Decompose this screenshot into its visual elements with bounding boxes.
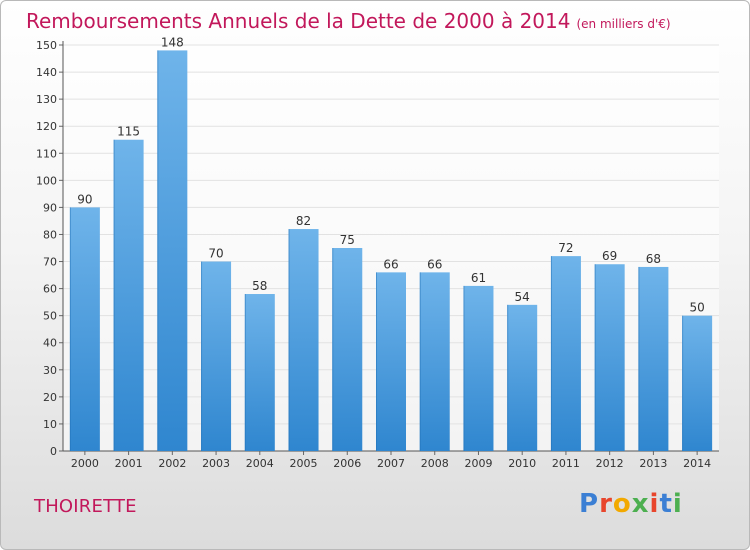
data-label: 148 [161, 35, 184, 49]
y-tick-label: 100 [36, 174, 57, 187]
y-tick-label: 140 [36, 66, 57, 79]
x-tick-label: 2001 [115, 457, 143, 470]
y-tick-label: 20 [43, 391, 57, 404]
place-name: THOIRETTE [34, 496, 137, 517]
bar [550, 256, 581, 451]
x-tick-label: 2014 [683, 457, 711, 470]
data-label: 68 [646, 252, 661, 266]
data-label: 115 [117, 125, 140, 139]
bar [419, 272, 450, 451]
y-tick-label: 130 [36, 93, 57, 106]
bar-edge [244, 294, 246, 451]
bar [244, 294, 275, 451]
logo-letter: t [659, 489, 673, 519]
x-tick-label: 2002 [158, 457, 186, 470]
bar-edge [594, 264, 596, 451]
x-tick-label: 2005 [290, 457, 318, 470]
bar-edge [463, 285, 465, 451]
data-label: 75 [340, 233, 355, 247]
x-tick-label: 2012 [596, 457, 624, 470]
bar-edge [288, 229, 290, 451]
x-tick-label: 2003 [202, 457, 230, 470]
bar-edge [376, 272, 377, 451]
bar [463, 285, 494, 451]
data-label: 50 [689, 301, 704, 315]
data-label: 61 [471, 271, 486, 285]
y-tick-label: 90 [43, 201, 57, 214]
y-tick-label: 30 [43, 364, 57, 377]
bar-edge [332, 248, 334, 451]
bar [113, 139, 144, 451]
bar-edge [550, 256, 552, 451]
x-tick-label: 2011 [552, 457, 580, 470]
data-label: 66 [383, 257, 398, 271]
logo-letter: P [579, 489, 600, 519]
data-label: 66 [427, 257, 442, 271]
y-tick-label: 40 [43, 337, 57, 350]
y-tick-label: 70 [43, 256, 57, 269]
data-label: 82 [296, 214, 311, 228]
y-tick-label: 150 [36, 39, 57, 52]
data-label: 72 [558, 241, 573, 255]
bar [288, 229, 319, 451]
bar [69, 207, 100, 451]
logo-letter: i [672, 489, 683, 519]
logo-letter: r [599, 489, 613, 519]
data-label: 70 [208, 247, 223, 261]
bar-edge [201, 261, 203, 451]
logo-letter: x [631, 489, 650, 519]
y-tick-label: 120 [36, 120, 57, 133]
bar-edge [682, 315, 684, 451]
y-tick-label: 0 [50, 445, 57, 458]
bar [682, 315, 713, 451]
y-tick-label: 60 [43, 283, 57, 296]
bar-edge [638, 266, 640, 451]
x-tick-label: 2004 [246, 457, 274, 470]
x-tick-label: 2000 [71, 457, 99, 470]
bar [157, 50, 188, 452]
x-tick-label: 2013 [639, 457, 667, 470]
chart-title: Remboursements Annuels de la Dette de 20… [26, 9, 671, 33]
x-tick-label: 2008 [421, 457, 449, 470]
data-label: 58 [252, 279, 267, 293]
x-tick-label: 2010 [508, 457, 536, 470]
bar-edge [157, 50, 159, 452]
bar [507, 304, 538, 451]
logo-letter: i [649, 489, 660, 519]
x-tick-label: 2007 [377, 457, 405, 470]
data-label: 90 [77, 192, 92, 206]
bar-edge [113, 139, 115, 451]
bar-edge [419, 272, 421, 451]
x-tick-label: 2006 [333, 457, 361, 470]
bar-edge [69, 207, 71, 451]
title-main: Remboursements Annuels de la Dette de 20… [26, 9, 571, 33]
bar-edge [507, 304, 509, 451]
bar [638, 266, 669, 451]
y-tick-label: 80 [43, 228, 57, 241]
bar [201, 261, 232, 451]
y-tick-label: 110 [36, 147, 57, 160]
y-tick-label: 10 [43, 418, 57, 431]
bar [594, 264, 625, 451]
bar [332, 248, 363, 451]
x-tick-label: 2009 [464, 457, 492, 470]
bar [376, 272, 406, 451]
data-label: 69 [602, 249, 617, 263]
logo-letter: o [612, 489, 632, 519]
data-label: 54 [515, 290, 530, 304]
title-unit: (en milliers d'€) [576, 17, 671, 31]
y-tick-label: 50 [43, 310, 57, 323]
proxiti-logo: Proxiti [579, 489, 683, 519]
